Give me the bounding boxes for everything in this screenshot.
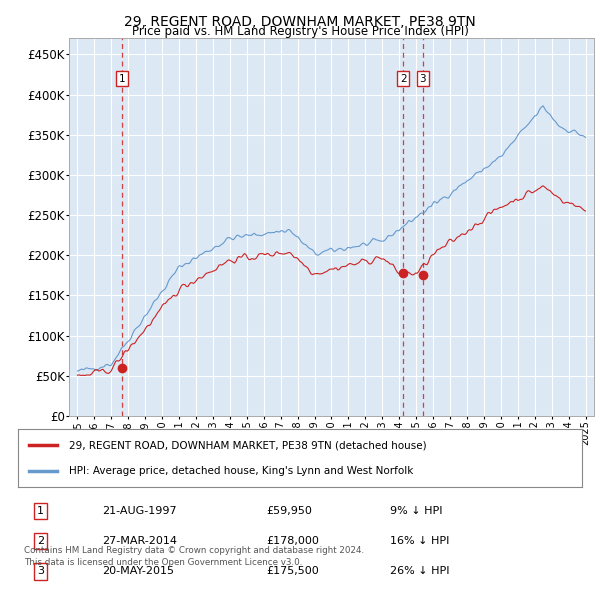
Text: £59,950: £59,950 [266,506,312,516]
Text: 1: 1 [37,506,44,516]
Text: 2: 2 [400,74,407,84]
Text: 9% ↓ HPI: 9% ↓ HPI [390,506,443,516]
Text: 29, REGENT ROAD, DOWNHAM MARKET, PE38 9TN (detached house): 29, REGENT ROAD, DOWNHAM MARKET, PE38 9T… [69,440,427,450]
Text: 16% ↓ HPI: 16% ↓ HPI [390,536,449,546]
Text: 20-MAY-2015: 20-MAY-2015 [103,566,175,576]
Text: £175,500: £175,500 [266,566,319,576]
Text: £178,000: £178,000 [266,536,319,546]
Text: HPI: Average price, detached house, King's Lynn and West Norfolk: HPI: Average price, detached house, King… [69,466,413,476]
Text: 3: 3 [37,566,44,576]
Text: 1: 1 [119,74,125,84]
Text: 2: 2 [37,536,44,546]
Text: 27-MAR-2014: 27-MAR-2014 [103,536,178,546]
Text: 29, REGENT ROAD, DOWNHAM MARKET, PE38 9TN: 29, REGENT ROAD, DOWNHAM MARKET, PE38 9T… [124,15,476,29]
Text: Price paid vs. HM Land Registry's House Price Index (HPI): Price paid vs. HM Land Registry's House … [131,25,469,38]
Text: 21-AUG-1997: 21-AUG-1997 [103,506,177,516]
Text: This data is licensed under the Open Government Licence v3.0.: This data is licensed under the Open Gov… [24,558,302,566]
Text: 26% ↓ HPI: 26% ↓ HPI [390,566,450,576]
Text: Contains HM Land Registry data © Crown copyright and database right 2024.: Contains HM Land Registry data © Crown c… [24,546,364,555]
Text: 3: 3 [419,74,426,84]
